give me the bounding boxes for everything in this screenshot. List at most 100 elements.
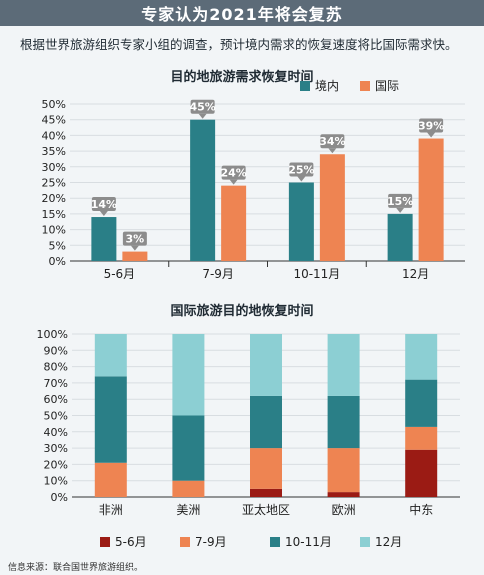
- chart1-data-label-badge: [122, 231, 147, 246]
- chart1-data-label-badge: [190, 99, 215, 114]
- chart2-bar-segment: [250, 334, 282, 396]
- chart1-data-label: 45%: [189, 101, 215, 114]
- chart2-legend-label: 10-11月: [285, 535, 332, 549]
- chart2-ytick-label: 70%: [44, 377, 68, 390]
- chart2-ytick-label: 30%: [44, 442, 68, 455]
- chart2-xtick-label: 美洲: [176, 503, 200, 517]
- chart1-bar: [288, 182, 314, 261]
- chart2-ytick-label: 10%: [44, 475, 68, 488]
- chart1-bar: [319, 154, 345, 261]
- chart1-data-label: 34%: [319, 135, 345, 148]
- chart2-bar-segment: [405, 334, 438, 380]
- chart1-bar: [221, 185, 247, 261]
- chart2-legend-label: 5-6月: [115, 535, 147, 549]
- chart2-bar-segment: [172, 415, 205, 481]
- chart2-ytick-label: 20%: [44, 458, 68, 471]
- source-note: 信息来源：联合国世界旅游组织。: [8, 563, 144, 573]
- chart1-xtick-label: 12月: [402, 267, 429, 281]
- chart2-bar-segment: [327, 395, 360, 449]
- chart1-ytick-label: 45%: [42, 114, 66, 127]
- chart2-legend-label: 7-9月: [195, 535, 227, 549]
- chart1-ytick-label: 25%: [42, 177, 66, 190]
- chart2-bar-segment: [250, 395, 282, 449]
- chart2-ytick-label: 100%: [37, 328, 68, 341]
- chart2-bar-segment: [94, 462, 127, 497]
- chart1-xtick-label: 10-11月: [293, 267, 340, 281]
- chart2-legend-swatch: [270, 537, 280, 547]
- chart1-data-label-pointer: [130, 245, 139, 251]
- chart2-bar-segment: [172, 480, 205, 497]
- chart2-xtick-label: 中东: [409, 502, 433, 517]
- chart2-legend-swatch: [100, 537, 110, 547]
- chart2-xtick-label: 非洲: [99, 503, 123, 517]
- chart1-bar: [190, 119, 216, 261]
- chart1-ytick-label: 10%: [42, 224, 66, 237]
- chart1-ytick-label: 5%: [49, 239, 66, 252]
- chart1-ytick-label: 50%: [42, 98, 66, 111]
- chart1-data-label-pointer: [328, 148, 337, 154]
- chart1-data-label-pointer: [427, 132, 436, 138]
- chart2-xtick-label: 亚太地区: [242, 502, 290, 517]
- chart1-data-label-pointer: [198, 113, 207, 119]
- chart1-legend-label: 境内: [315, 78, 339, 93]
- chart1-data-label: 15%: [387, 195, 413, 208]
- chart2-legend-label: 12月: [375, 535, 402, 549]
- chart2-ytick-label: 60%: [44, 393, 68, 406]
- chart1-data-label-badge: [91, 197, 116, 212]
- chart1-legend-swatch: [360, 81, 370, 91]
- chart1-legend-swatch: [300, 81, 310, 91]
- chart2-ytick-label: 0%: [51, 491, 68, 504]
- chart2-ytick-label: 50%: [44, 410, 68, 423]
- chart2-bar-segment: [327, 448, 360, 493]
- chart2-xtick-label: 欧洲: [332, 503, 356, 517]
- chart1-bar: [122, 251, 148, 261]
- chart2-bar-segment: [94, 376, 127, 463]
- chart1-data-label-pointer: [396, 207, 405, 213]
- chart1-ytick-label: 0%: [49, 255, 66, 268]
- chart2-legend-swatch: [180, 537, 190, 547]
- chart1-bar: [418, 138, 444, 261]
- chart2-ytick-label: 90%: [44, 344, 68, 357]
- chart2-bar-segment: [172, 334, 205, 416]
- chart1-ytick-label: 35%: [42, 145, 66, 158]
- chart1-bar: [387, 213, 413, 261]
- subtitle: 根据世界旅游组织专家小组的调查，预计境内需求的恢复速度将比国际需求快。: [20, 37, 458, 52]
- chart2-bar-segment: [405, 426, 438, 450]
- header-banner: 专家认为2021年将会复苏: [0, 0, 484, 26]
- chart1-data-label-badge: [419, 118, 444, 133]
- chart1-ytick-label: 15%: [42, 208, 66, 221]
- chart2-legend-swatch: [360, 537, 370, 547]
- chart1-xtick-label: 7-9月: [202, 267, 234, 281]
- chart1-title: 目的地旅游需求恢复时间: [170, 70, 314, 85]
- chart1-data-label: 39%: [418, 120, 444, 133]
- chart2-bar-segment: [94, 334, 127, 377]
- chart1-ytick-label: 40%: [42, 129, 66, 142]
- chart1-legend-label: 国际: [375, 79, 399, 93]
- chart1-ytick-label: 20%: [42, 192, 66, 205]
- chart1-data-label-badge: [320, 134, 345, 149]
- chart1-data-label-pointer: [229, 179, 238, 185]
- chart1-data-label: 24%: [220, 167, 246, 180]
- chart2-bar-segment: [327, 334, 360, 396]
- chart2-bar-segment: [250, 448, 282, 489]
- chart2-bar-segment: [327, 492, 360, 497]
- chart1-data-label-pointer: [99, 211, 108, 217]
- chart1-xtick-label: 5-6月: [104, 267, 136, 281]
- chart1-data-label: 3%: [126, 233, 145, 246]
- chart2-bar-segment: [405, 379, 438, 427]
- chart2-ytick-label: 40%: [44, 426, 68, 439]
- chart1-data-label: 25%: [288, 164, 314, 177]
- chart2-bar-segment: [405, 449, 438, 497]
- chart2-title: 国际旅游目的地恢复时间: [170, 304, 314, 319]
- chart1-data-label-badge: [388, 193, 413, 208]
- header-title: 专家认为2021年将会复苏: [141, 5, 343, 24]
- chart1-data-label-pointer: [297, 176, 306, 182]
- chart1-bar: [91, 217, 117, 261]
- chart2-bar-segment: [250, 488, 282, 497]
- chart1-ytick-label: 30%: [42, 161, 66, 174]
- chart1-data-label-badge: [289, 162, 314, 177]
- chart1-data-label: 14%: [91, 198, 117, 211]
- chart2-ytick-label: 80%: [44, 361, 68, 374]
- chart1-data-label-badge: [221, 165, 246, 180]
